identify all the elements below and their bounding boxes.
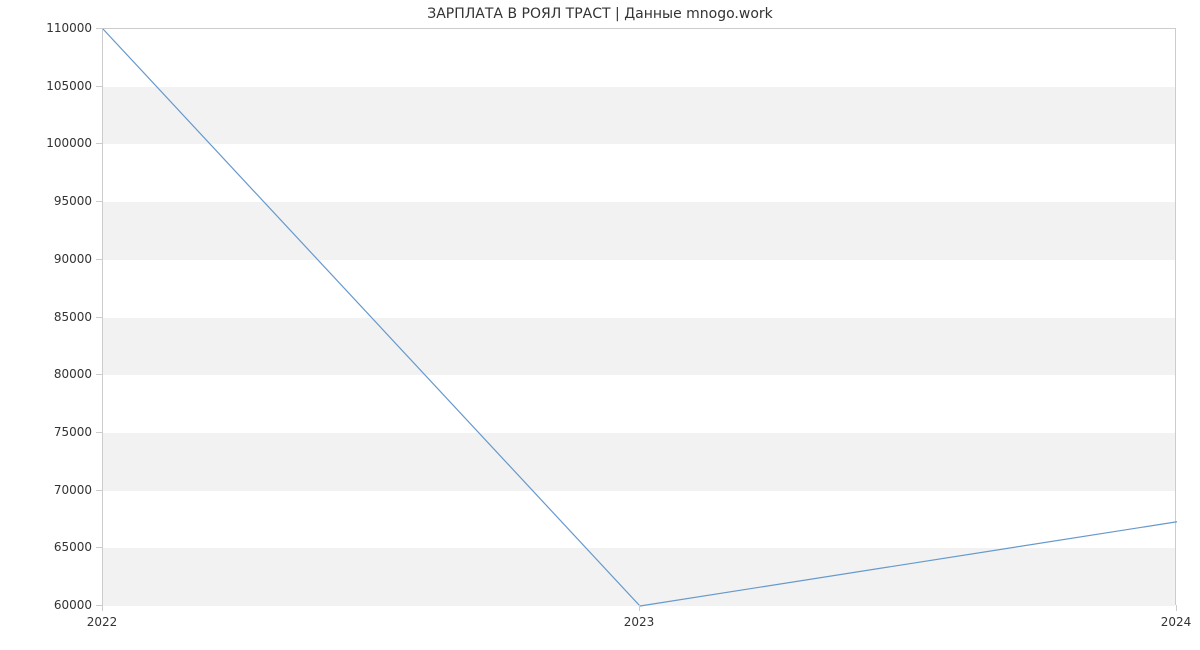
y-tick bbox=[96, 259, 102, 260]
x-tick-label: 2024 bbox=[1161, 615, 1192, 629]
x-tick bbox=[102, 605, 103, 611]
chart-container: ЗАРПЛАТА В РОЯЛ ТРАСТ | Данные mnogo.wor… bbox=[0, 0, 1200, 650]
y-tick bbox=[96, 143, 102, 144]
x-tick-label: 2022 bbox=[87, 615, 118, 629]
y-tick-label: 75000 bbox=[54, 425, 92, 439]
x-tick bbox=[639, 605, 640, 611]
y-tick bbox=[96, 28, 102, 29]
y-tick bbox=[96, 605, 102, 606]
y-tick bbox=[96, 432, 102, 433]
y-tick-label: 110000 bbox=[46, 21, 92, 35]
y-tick-label: 80000 bbox=[54, 367, 92, 381]
x-tick bbox=[1176, 605, 1177, 611]
series-line-salary bbox=[103, 29, 1177, 606]
y-tick bbox=[96, 317, 102, 318]
y-tick-label: 95000 bbox=[54, 194, 92, 208]
y-tick bbox=[96, 86, 102, 87]
y-tick bbox=[96, 490, 102, 491]
x-tick-label: 2023 bbox=[624, 615, 655, 629]
y-tick-label: 100000 bbox=[46, 136, 92, 150]
y-tick bbox=[96, 547, 102, 548]
y-tick-label: 105000 bbox=[46, 79, 92, 93]
y-tick bbox=[96, 201, 102, 202]
y-tick-label: 60000 bbox=[54, 598, 92, 612]
y-tick-label: 85000 bbox=[54, 310, 92, 324]
y-tick-label: 70000 bbox=[54, 483, 92, 497]
chart-title: ЗАРПЛАТА В РОЯЛ ТРАСТ | Данные mnogo.wor… bbox=[0, 6, 1200, 22]
line-layer bbox=[103, 29, 1177, 606]
y-tick-label: 65000 bbox=[54, 540, 92, 554]
y-tick-label: 90000 bbox=[54, 252, 92, 266]
y-tick bbox=[96, 374, 102, 375]
plot-area bbox=[102, 28, 1176, 605]
